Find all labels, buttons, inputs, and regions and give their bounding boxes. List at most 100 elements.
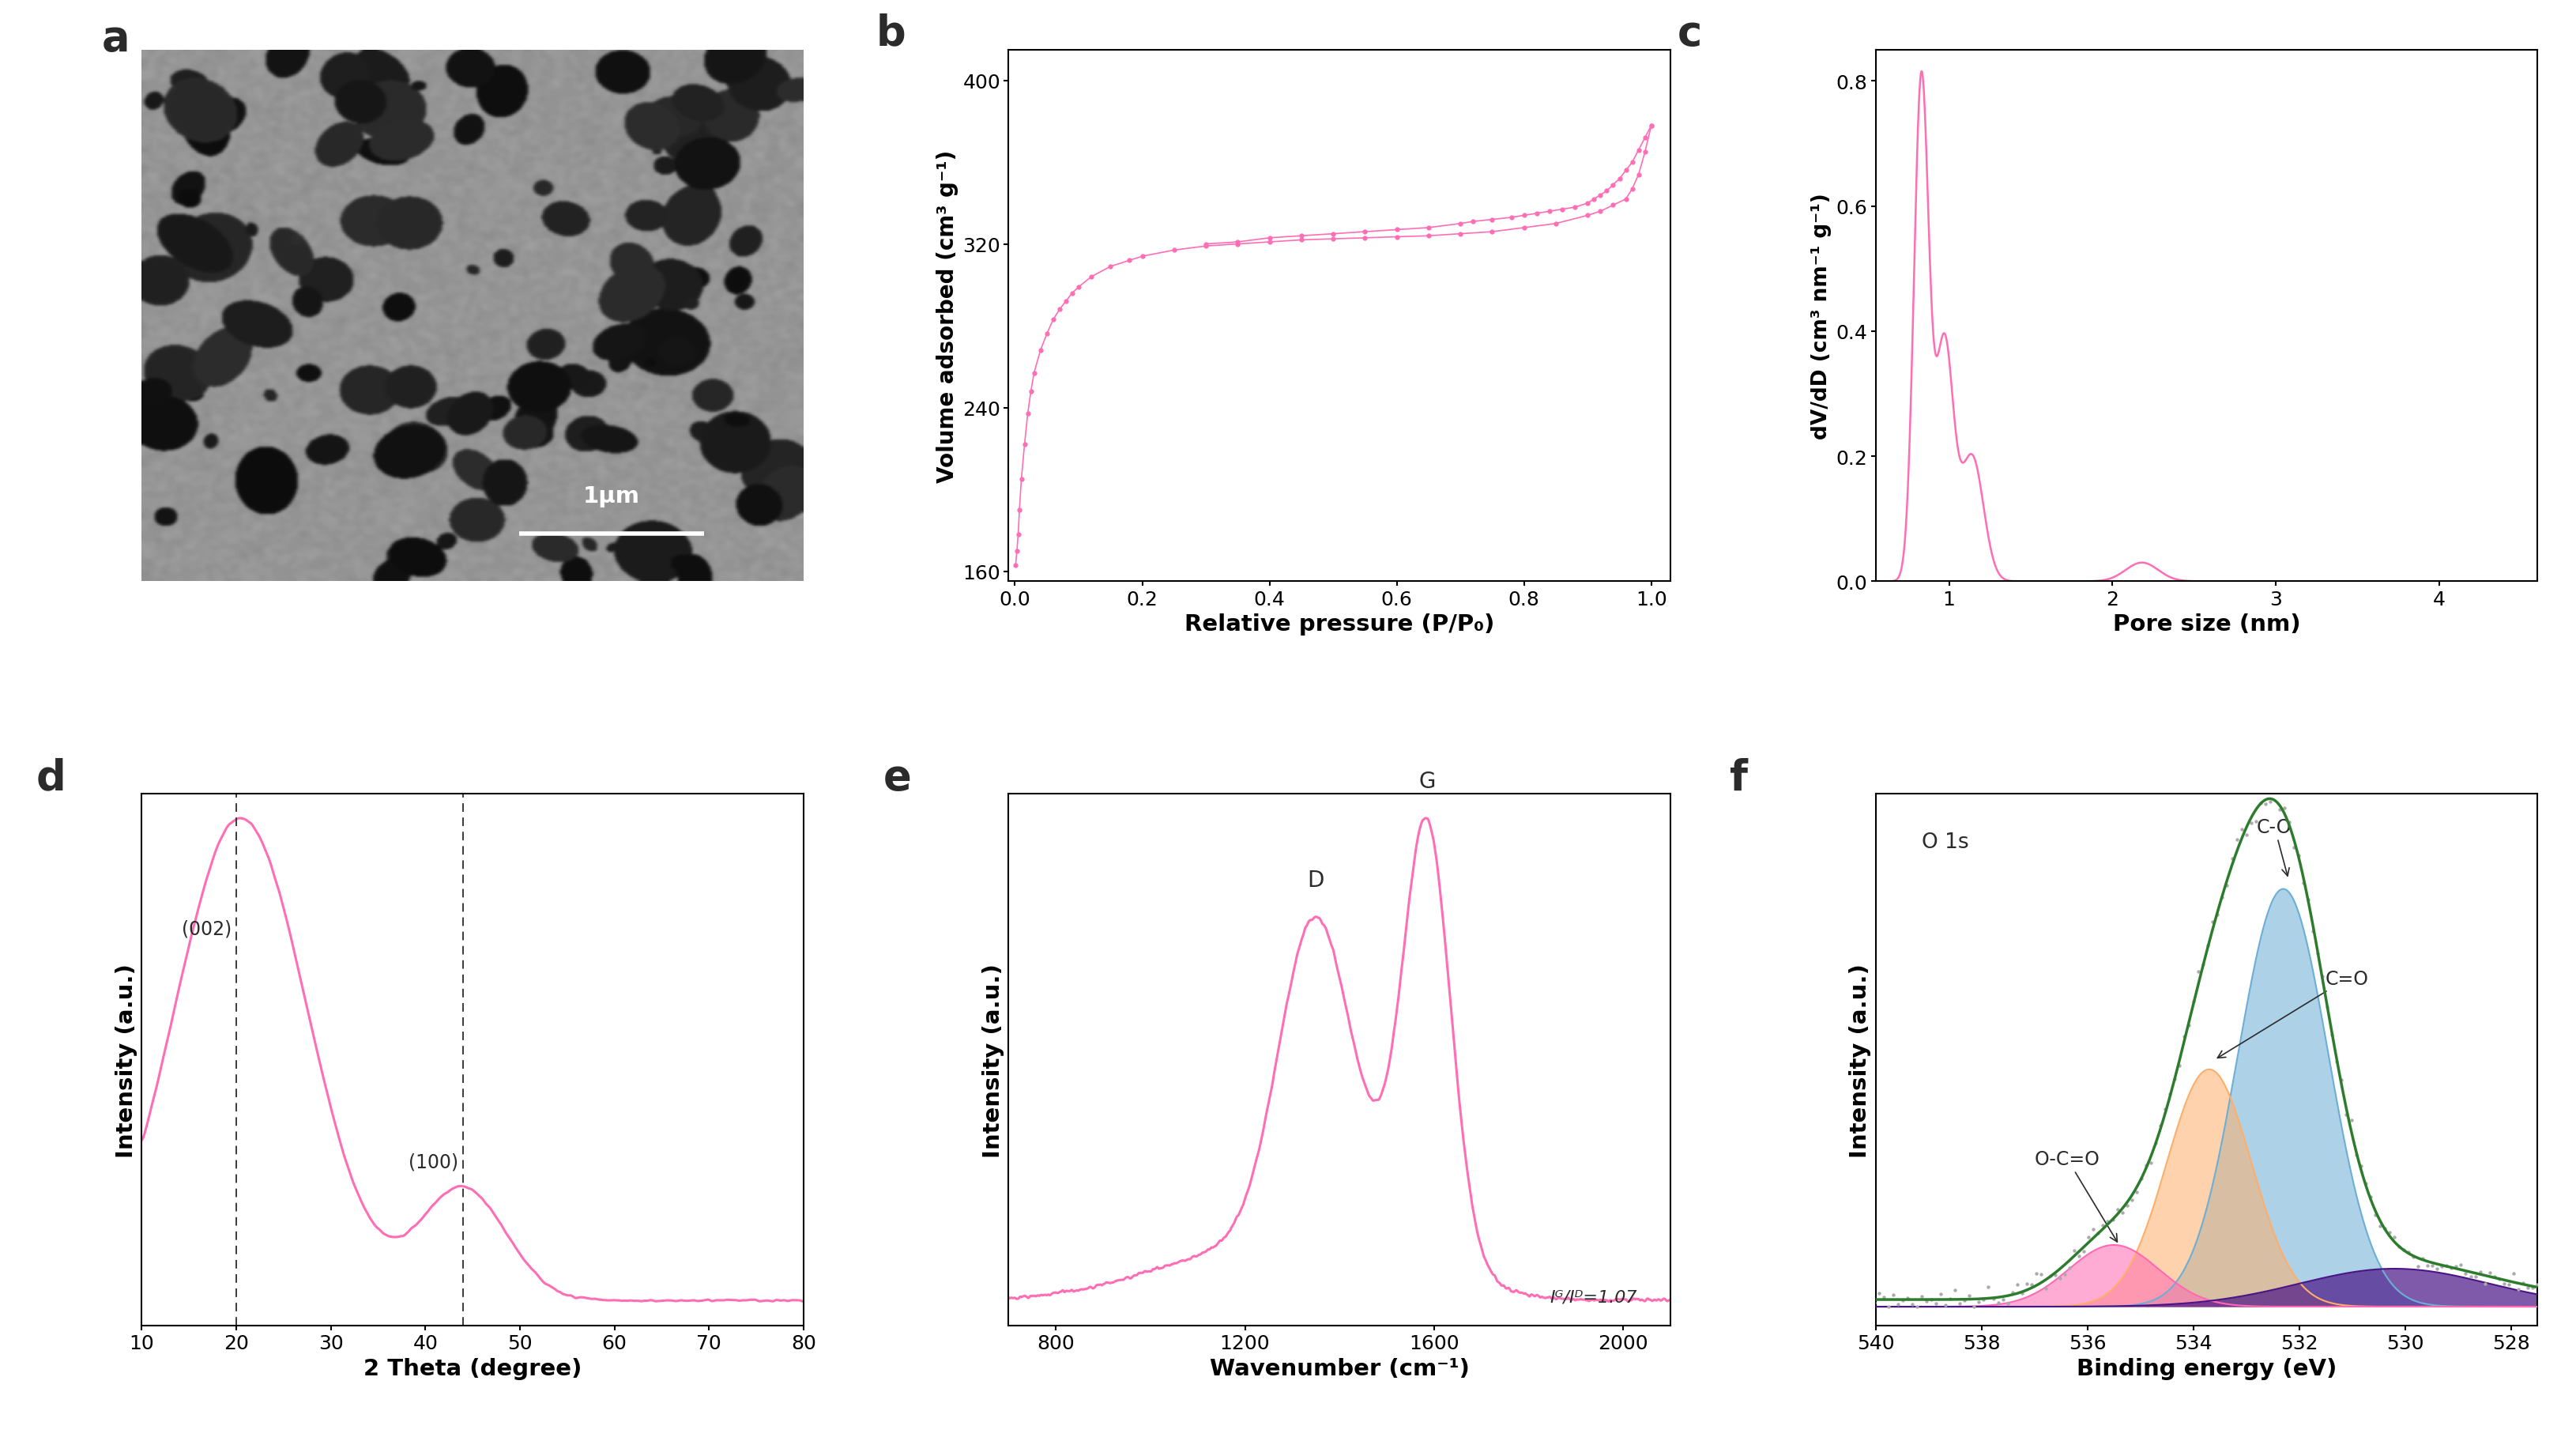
Point <box>2439 1254 2481 1277</box>
Point <box>1935 1278 1976 1301</box>
Point <box>2259 798 2300 821</box>
Y-axis label: Intensity (a.u.): Intensity (a.u.) <box>116 963 137 1157</box>
Point <box>1878 1293 1919 1316</box>
Point <box>1917 1291 1958 1314</box>
X-axis label: Wavenumber (cm⁻¹): Wavenumber (cm⁻¹) <box>1211 1357 1468 1379</box>
Point <box>2478 1268 2519 1291</box>
Point <box>2450 1265 2491 1288</box>
Text: e: e <box>884 757 912 798</box>
Point <box>2236 810 2277 833</box>
Point <box>2465 1272 2506 1295</box>
Point <box>1852 1291 1893 1314</box>
Point <box>2432 1257 2473 1280</box>
X-axis label: Relative pressure (P/P₀): Relative pressure (P/P₀) <box>1185 614 1494 635</box>
Point <box>2040 1267 2081 1290</box>
Point <box>2208 875 2249 898</box>
Y-axis label: Volume adsorbed (cm³ g⁻¹): Volume adsorbed (cm³ g⁻¹) <box>935 150 958 483</box>
Text: c: c <box>1677 13 1703 55</box>
Point <box>2125 1153 2166 1176</box>
Point <box>1950 1284 1991 1307</box>
Point <box>2501 1271 2543 1294</box>
Y-axis label: dV/dD (cm³ nm⁻¹ g⁻¹): dV/dD (cm³ nm⁻¹ g⁻¹) <box>1811 193 1832 440</box>
Text: b: b <box>876 13 907 55</box>
Point <box>2143 1098 2184 1121</box>
Point <box>2306 996 2347 1019</box>
Point <box>2473 1265 2514 1288</box>
Y-axis label: Intensity (a.u.): Intensity (a.u.) <box>981 963 1005 1157</box>
Point <box>2298 942 2339 965</box>
Point <box>2311 1023 2352 1046</box>
Point <box>1883 1288 1924 1311</box>
Point <box>2197 904 2239 927</box>
Point <box>2506 1277 2548 1300</box>
Point <box>1911 1288 1953 1311</box>
Point <box>1991 1281 2032 1304</box>
Point <box>2097 1197 2138 1221</box>
Point <box>2269 811 2311 834</box>
Point <box>1940 1293 1981 1316</box>
Point <box>1906 1290 1947 1313</box>
Point <box>1953 1295 1994 1319</box>
Point <box>2130 1151 2172 1174</box>
Point <box>2445 1262 2486 1285</box>
Point <box>2370 1221 2411 1244</box>
Point <box>2058 1244 2099 1267</box>
Point <box>2048 1257 2089 1280</box>
Point <box>1839 1295 1880 1319</box>
Point <box>1891 1293 1932 1316</box>
Point <box>1896 1295 1937 1319</box>
Text: d: d <box>36 757 64 798</box>
Point <box>2226 823 2267 846</box>
Text: Iᴳ/Iᴰ=1.07: Iᴳ/Iᴰ=1.07 <box>1551 1288 1638 1304</box>
Point <box>2275 836 2316 859</box>
Point <box>2063 1241 2105 1264</box>
Point <box>2303 964 2344 987</box>
Point <box>2102 1202 2143 1225</box>
Point <box>2087 1210 2128 1233</box>
Point <box>2344 1172 2385 1195</box>
Point <box>1986 1291 2027 1314</box>
Point <box>2360 1215 2401 1238</box>
Point <box>2254 777 2295 800</box>
Point <box>2030 1264 2071 1287</box>
Point <box>2331 1110 2372 1133</box>
Point <box>2249 790 2290 813</box>
Point <box>1924 1294 1965 1317</box>
Point <box>2115 1182 2156 1205</box>
Point <box>2293 919 2334 942</box>
Point <box>1819 1287 1860 1310</box>
Point <box>2349 1186 2391 1209</box>
Point <box>2120 1167 2161 1190</box>
Point <box>2326 1104 2367 1127</box>
Point <box>2398 1255 2439 1278</box>
Point <box>2092 1208 2133 1231</box>
Point <box>1968 1275 2009 1298</box>
Point <box>2421 1255 2463 1278</box>
Point <box>2107 1193 2148 1216</box>
Point <box>1811 1285 1852 1308</box>
Point <box>2406 1254 2447 1277</box>
Point <box>2112 1189 2154 1212</box>
Point <box>2182 953 2223 976</box>
Point <box>2002 1282 2043 1306</box>
Text: C=O: C=O <box>2218 970 2370 1058</box>
Point <box>2045 1262 2087 1285</box>
Point <box>2483 1272 2524 1295</box>
Point <box>1963 1288 2004 1311</box>
Point <box>2187 934 2228 957</box>
Point <box>2287 889 2329 912</box>
Text: (100): (100) <box>410 1153 459 1172</box>
X-axis label: Pore size (nm): Pore size (nm) <box>2112 614 2300 635</box>
Point <box>2035 1264 2076 1287</box>
Point <box>2416 1257 2458 1280</box>
Point <box>2007 1272 2048 1295</box>
Point <box>2164 1025 2205 1048</box>
Point <box>2388 1241 2429 1264</box>
Point <box>2014 1262 2056 1285</box>
Text: C-O: C-O <box>2257 817 2293 876</box>
Point <box>2354 1203 2396 1226</box>
Text: (002): (002) <box>180 919 232 938</box>
Point <box>1816 1284 1857 1307</box>
Point <box>2079 1222 2120 1245</box>
Point <box>1919 1282 1960 1306</box>
